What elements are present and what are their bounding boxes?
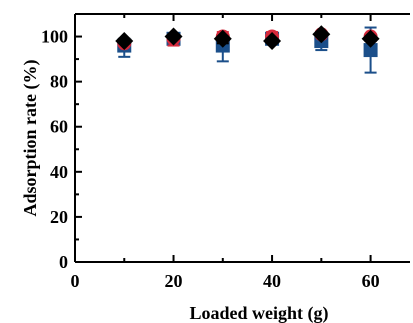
y-axis-label: Adsorption rate (%)	[20, 60, 41, 217]
data-point-diamond	[312, 25, 331, 44]
x-tick-label: 60	[362, 271, 380, 291]
y-tick-label: 40	[50, 162, 68, 182]
x-axis-label: Loaded weight (g)	[190, 303, 329, 323]
axes: 0 20 40 60 80 100 0 20 40 60	[41, 13, 410, 291]
x-tick-label: 40	[263, 271, 281, 291]
chart-marks	[115, 25, 380, 74]
y-tick-label: 100	[41, 27, 68, 47]
series-diamond	[115, 25, 380, 51]
series-circle	[117, 27, 378, 51]
data-point-diamond	[115, 32, 134, 51]
y-tick-label: 80	[50, 72, 68, 92]
series-square	[117, 26, 378, 74]
x-tick-label: 20	[165, 271, 183, 291]
data-point-diamond	[361, 29, 380, 48]
data-point-diamond	[164, 27, 183, 46]
y-tick-label: 0	[59, 252, 68, 272]
x-tick-label: 0	[71, 271, 80, 291]
y-tick-label: 20	[50, 207, 68, 227]
data-point-diamond	[263, 32, 282, 51]
data-point-square	[363, 43, 378, 58]
y-tick-label: 60	[50, 117, 68, 137]
data-point-diamond	[213, 29, 232, 48]
